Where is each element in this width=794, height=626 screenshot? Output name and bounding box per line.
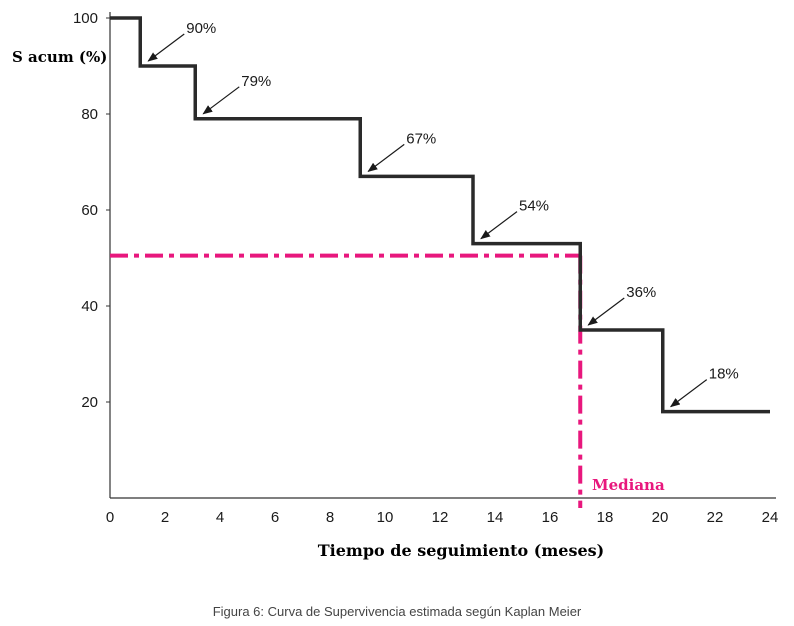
- x-tick-label: 18: [597, 509, 614, 526]
- x-axis-label: Tiempo de seguimiento (meses): [318, 541, 604, 560]
- x-tick-label: 2: [161, 509, 169, 526]
- axis-labels: S acum (%) Tiempo de seguimiento (meses)…: [12, 48, 665, 560]
- annotation-arrow: [669, 379, 708, 408]
- x-tick-label: 20: [652, 509, 669, 526]
- x-tick-label: 10: [377, 509, 394, 526]
- x-tick-label: 8: [326, 509, 334, 526]
- x-tick-label: 12: [432, 509, 449, 526]
- x-tick-label: 4: [216, 509, 224, 526]
- x-tick-label: 24: [762, 509, 779, 526]
- annotation-arrow: [587, 297, 625, 326]
- y-tick-label: 100: [73, 10, 98, 27]
- annotation-arrow: [202, 86, 240, 115]
- annotation-label: 18%: [709, 366, 739, 383]
- annotation-label: 67%: [406, 130, 436, 147]
- median-reference-lines: [110, 253, 583, 508]
- annotation-label: 54%: [519, 198, 549, 215]
- survival-series: [110, 16, 770, 414]
- y-tick-label: 40: [81, 298, 98, 315]
- y-tick-label: 80: [81, 106, 98, 123]
- annotation-arrow: [367, 143, 405, 172]
- y-axis-label: S acum (%): [12, 48, 107, 66]
- annotation-label: 90%: [186, 20, 216, 37]
- y-tick-label: 20: [81, 394, 98, 411]
- survival-step-line: [110, 16, 770, 414]
- x-tick-label: 0: [106, 509, 114, 526]
- step-annotations: 90% 79% 67% 54% 36% 18%: [147, 20, 739, 408]
- annotation-arrow: [147, 33, 185, 62]
- x-tick-label: 16: [542, 509, 559, 526]
- y-tick-label: 60: [81, 202, 98, 219]
- median-label: Mediana: [592, 476, 665, 494]
- x-tick-label: 14: [487, 509, 504, 526]
- figure-caption: Figura 6: Curva de Supervivencia estimad…: [212, 604, 582, 619]
- annotation-label: 79%: [241, 73, 271, 90]
- x-tick-label: 22: [707, 509, 724, 526]
- annotation-arrow: [480, 211, 518, 240]
- x-tick-label: 6: [271, 509, 279, 526]
- annotation-label: 36%: [626, 284, 656, 301]
